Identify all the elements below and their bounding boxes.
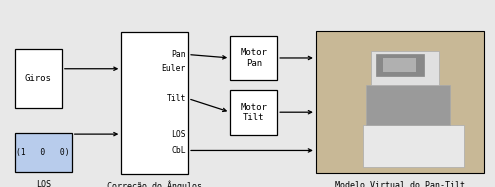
FancyBboxPatch shape — [15, 133, 72, 172]
Text: LOS: LOS — [171, 130, 186, 139]
Text: Motor
Pan: Motor Pan — [240, 48, 267, 68]
FancyBboxPatch shape — [15, 49, 62, 108]
Text: LOS: LOS — [36, 180, 51, 187]
FancyBboxPatch shape — [230, 36, 277, 80]
Text: Tilt: Tilt — [167, 94, 186, 103]
Text: Modelo Virtual do Pan-Tilt: Modelo Virtual do Pan-Tilt — [335, 181, 465, 187]
Text: (1   0   0): (1 0 0) — [16, 148, 70, 157]
Text: Giros: Giros — [25, 74, 52, 83]
FancyBboxPatch shape — [366, 85, 450, 125]
FancyBboxPatch shape — [384, 58, 416, 72]
FancyBboxPatch shape — [371, 51, 439, 85]
Text: CbL: CbL — [171, 146, 186, 155]
Text: Pan: Pan — [171, 50, 186, 59]
FancyBboxPatch shape — [121, 32, 188, 174]
FancyBboxPatch shape — [230, 90, 277, 135]
FancyBboxPatch shape — [316, 31, 484, 173]
Text: Correção do Ângulos: Correção do Ângulos — [107, 181, 202, 187]
FancyBboxPatch shape — [363, 125, 464, 167]
Text: Motor
Tilt: Motor Tilt — [240, 102, 267, 122]
FancyBboxPatch shape — [376, 54, 424, 76]
Text: Euler: Euler — [162, 64, 186, 73]
